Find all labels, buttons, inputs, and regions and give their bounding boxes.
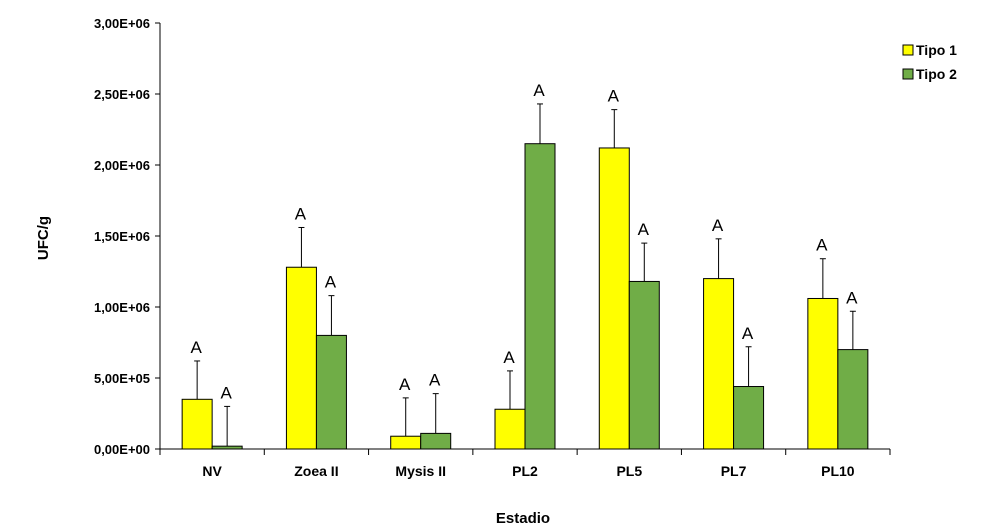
y-axis-title: UFC/g [35,216,52,260]
significance-label: A [503,348,515,367]
bar-tipo-1 [181,398,213,450]
x-tick-label: PL10 [821,463,855,479]
legend: Tipo 1 Tipo 2 [902,42,957,82]
bar-tipo-2 [733,386,765,450]
legend-label: Tipo 1 [916,42,957,58]
bar-tipo-1 [703,278,735,450]
y-axis: 0,00E+00 5,00E+05 1,00E+06 1,50E+06 2,00E+06… [94,16,160,457]
significance-label: A [533,81,545,100]
legend-label: Tipo 2 [916,66,957,82]
bar-tipo-1 [390,435,422,450]
y-tick-label: 3,00E+06 [94,16,150,31]
x-tick-label: PL5 [616,463,642,479]
legend-swatch [902,44,914,56]
x-tick-label: PL7 [721,463,747,479]
x-tick-label: PL2 [512,463,538,479]
significance-label: A [816,236,828,255]
bar-tipo-2 [628,280,660,450]
x-axis: NV Zoea II Mysis II PL2 PL5 PL7 PL10 [159,449,891,479]
significance-label: A [190,338,202,357]
significance-label: A [220,383,232,402]
significance-label: A [742,324,754,343]
y-tick-label: 1,50E+06 [94,229,150,244]
legend-swatch [902,68,914,80]
bar-tipo-1 [494,408,526,450]
significance-label: A [295,204,307,223]
x-tick-label: NV [202,463,222,479]
y-tick-label: 2,50E+06 [94,87,150,102]
significance-label: A [429,371,441,390]
significance-label: A [846,288,858,307]
x-tick-label: Zoea II [294,463,338,479]
significance-label: A [325,273,337,292]
significance-label: A [712,216,724,235]
significance-label: A [638,220,650,239]
bar-tipo-1 [285,266,317,450]
bar-tipo-2 [524,143,556,450]
bar-tipo-2 [837,349,869,450]
bar-tipo-2 [420,432,452,450]
y-tick-label: 0,00E+00 [94,442,150,457]
y-tick-label: 1,00E+06 [94,300,150,315]
bar-tipo-1 [598,147,630,450]
bar-tipo-2 [315,334,347,450]
bar-tipo-1 [807,297,839,450]
y-tick-label: 2,00E+06 [94,158,150,173]
significance-label: A [399,375,411,394]
y-tick-label: 5,00E+05 [94,371,150,386]
x-tick-label: Mysis II [395,463,446,479]
significance-label: A [608,87,620,106]
x-axis-title: Estadio [496,510,550,527]
